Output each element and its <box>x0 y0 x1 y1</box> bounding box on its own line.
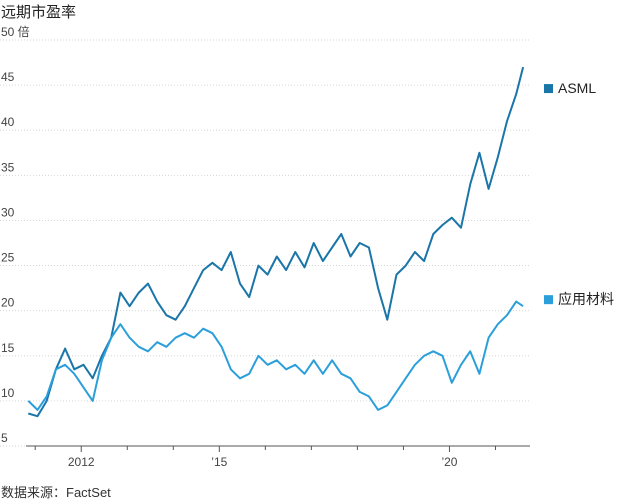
series-line-0 <box>28 66 525 418</box>
gridlines <box>0 39 530 447</box>
x-tick-label-2015: ’15 <box>211 455 227 469</box>
legend-label-1: 应用材料 <box>558 291 614 307</box>
y-tick-label-45: 45 <box>1 70 15 84</box>
y-tick-label-10: 10 <box>1 386 15 400</box>
y-tick-label-40: 40 <box>1 115 15 129</box>
y-tick-label-5: 5 <box>1 431 8 445</box>
chart-title: 远期市盈率 <box>1 4 77 21</box>
series-line-1 <box>27 300 524 411</box>
y-axis-ticks: 5 10 15 20 25 30 35 40 45 50 倍 <box>1 24 30 445</box>
legend: ASML 应用材料 <box>544 80 614 307</box>
legend-swatch-1 <box>544 295 553 305</box>
y-tick-label-30: 30 <box>1 205 15 219</box>
x-axis: 2012 ’15 ’20 <box>26 445 530 469</box>
y-tick-label-25: 25 <box>1 251 15 265</box>
x-tick-label-2020: ’20 <box>441 455 457 469</box>
x-tick-label-2012: 2012 <box>68 455 95 469</box>
legend-label-0: ASML <box>558 80 596 96</box>
series-lines <box>27 66 525 418</box>
y-tick-label-20: 20 <box>1 296 15 310</box>
y-tick-label-35: 35 <box>1 160 15 174</box>
y-tick-label-50: 50 倍 <box>1 24 30 39</box>
source-note: 数据来源：FactSet <box>1 485 111 500</box>
y-tick-label-15: 15 <box>1 341 15 355</box>
legend-swatch-0 <box>544 84 553 94</box>
